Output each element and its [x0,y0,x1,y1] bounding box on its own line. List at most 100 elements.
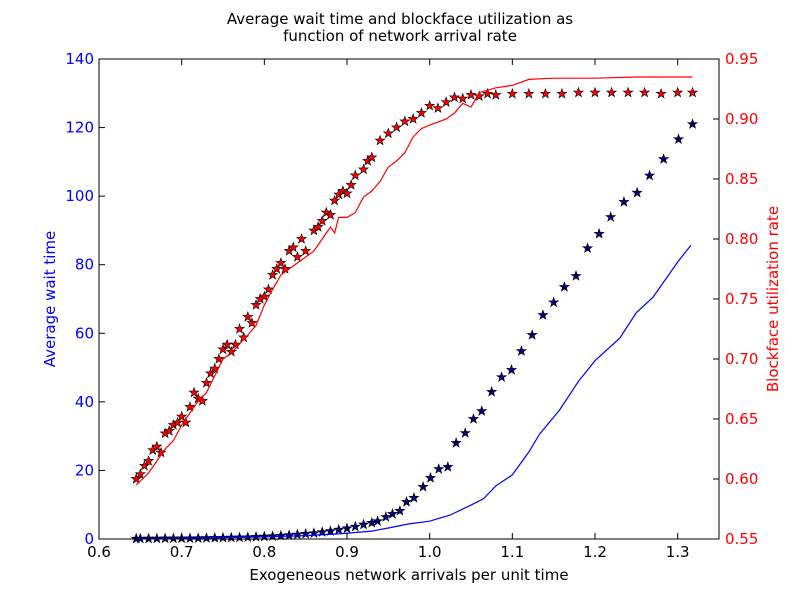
star-marker [204,367,217,379]
star-marker [424,99,436,111]
star-marker [515,345,528,356]
star-marker [266,269,279,280]
star-marker [371,515,384,526]
x-tick-label: 1.0 [418,543,442,561]
star-marker [341,187,353,199]
star-marker [200,377,213,388]
x-tick-label: 0.9 [335,543,359,561]
star-marker [686,86,699,98]
star-marker [526,329,538,340]
y2-tick-label: 0.55 [725,530,758,548]
star-marker [539,87,552,99]
y2-tick-label: 0.60 [725,470,758,488]
star-marker [459,427,471,438]
star-marker [275,529,287,541]
star-marker [130,473,142,484]
y-tick-label: 40 [75,393,94,411]
star-marker [631,186,643,198]
star-marker [593,227,605,239]
star-marker [134,468,146,479]
chart-title: Average wait time and blockface utilizat… [227,10,573,28]
star-marker [655,87,667,99]
star-marker [476,405,488,416]
star-marker [448,91,461,103]
star-marker [581,242,594,254]
y-tick-label: 100 [65,187,94,205]
x-axis-label: Exogeneous network arrivals per unit tim… [249,566,568,584]
star-marker [505,364,518,375]
star-marker [316,526,328,537]
star-marker [407,113,419,124]
star-marker [495,371,508,382]
star-marker [490,89,502,100]
star-marker [349,520,361,532]
star-marker [465,89,477,100]
star-marker [570,270,582,281]
star-marker [506,87,518,99]
star-marker [400,496,413,507]
star-marker [638,86,651,98]
star-marker [618,196,630,207]
star-marker [258,290,270,302]
star-marker [556,87,568,99]
star-marker [357,163,370,175]
y2-tick-label: 0.85 [725,170,758,188]
star-marker [424,472,437,483]
y-tick-label: 140 [65,50,94,68]
y-tick-label: 80 [75,256,94,274]
star-marker [242,311,254,322]
x-tick-label: 0.8 [252,543,276,561]
star-marker [324,525,337,536]
star-marker [450,437,462,448]
star-marker [266,530,279,542]
star-marker [163,425,175,436]
star-marker [345,179,357,190]
star-marker [291,528,304,540]
star-marker [275,257,287,268]
star-marker [605,86,618,98]
y-tick-label: 120 [65,119,94,137]
x-tick-label: 1.3 [666,543,690,561]
star-marker [394,504,406,516]
data-line [135,76,693,486]
star-marker [558,281,571,292]
star-marker [229,338,242,350]
x-tick-label: 1.2 [583,543,607,561]
y-tick-label: 0 [84,530,94,548]
star-marker [415,107,428,118]
star-marker [295,233,308,244]
star-marker [341,522,353,534]
star-marker [433,463,445,474]
star-marker [442,461,454,472]
star-marker [312,221,324,232]
star-marker [672,133,685,145]
star-marker [349,169,361,181]
star-marker [399,115,411,127]
star-marker [473,90,485,101]
x-tick-label: 1.1 [500,543,524,561]
star-marker [366,151,378,163]
star-marker [686,118,699,129]
star-marker [457,92,469,104]
data-line [136,244,692,540]
star-marker [180,416,192,428]
y2-tick-label: 0.95 [725,50,758,68]
star-marker [432,102,444,113]
star-marker [486,385,498,397]
y-axis-label: Average wait time [41,231,59,368]
star-marker [138,459,151,471]
star-marker [390,121,403,133]
y2-tick-label: 0.70 [725,350,758,368]
star-marker [374,134,386,146]
star-marker [417,480,429,492]
star-marker [283,529,295,541]
star-marker [328,194,341,206]
star-marker [440,96,452,107]
y2-tick-label: 0.75 [725,290,758,308]
star-marker [176,410,188,422]
star-marker [481,87,494,99]
star-marker [357,518,370,530]
x-tick-label: 0.7 [170,543,194,561]
star-marker [467,413,480,424]
